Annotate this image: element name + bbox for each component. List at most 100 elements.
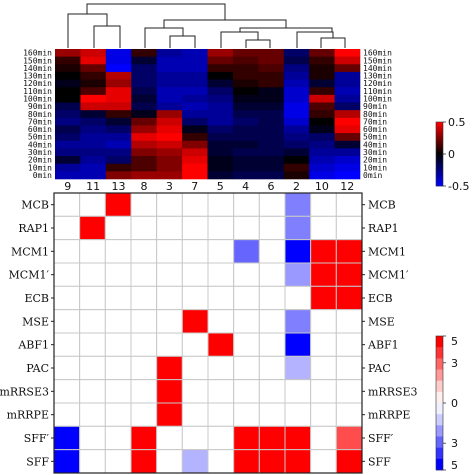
expression-cell [232, 71, 259, 80]
expression-cell [309, 163, 335, 172]
motif-cell [53, 449, 81, 474]
motif-cell [335, 355, 363, 381]
motif-cell [130, 379, 158, 404]
motif-cell [207, 402, 235, 427]
expression-cell [309, 171, 335, 180]
colorbar-swatch [436, 173, 443, 176]
motif-cell [130, 192, 158, 217]
time-label: 90min [363, 102, 387, 111]
expression-cell [309, 87, 335, 96]
expression-cell [131, 49, 157, 57]
expression-cell [283, 71, 310, 80]
expression-cell [80, 79, 107, 88]
expression-cell [131, 117, 157, 126]
expression-cell [207, 171, 234, 180]
expression-cell [55, 102, 81, 111]
expression-cell [207, 56, 234, 65]
expression-cell [334, 71, 361, 80]
colorbar-swatch [436, 149, 443, 152]
motif-cell [233, 215, 260, 241]
motif-cell [310, 355, 337, 381]
expression-cell [309, 49, 335, 57]
expression-cell [309, 125, 335, 134]
expression-cell [334, 79, 361, 88]
expression-cell [55, 148, 81, 157]
motif-cell [181, 379, 209, 404]
motif-cell [258, 449, 286, 474]
motif-cell [284, 332, 312, 357]
motif-cell [181, 192, 209, 217]
motif-cell [258, 425, 286, 451]
expression-cell [309, 56, 335, 65]
expression-cell [182, 148, 208, 157]
expression-cell [283, 79, 310, 88]
colorbar-tick-label: 0 [451, 397, 458, 410]
motif-cell [53, 425, 81, 451]
time-labels-left: 160min150min140min130min120min110min100m… [23, 49, 52, 180]
time-label: 80min [363, 110, 387, 119]
motif-label: mRRPE [368, 409, 410, 422]
motif-cell [181, 215, 209, 241]
expression-cell [182, 156, 208, 165]
motif-cell [156, 402, 183, 427]
expression-cell [80, 64, 107, 73]
time-label: 110min [23, 87, 52, 96]
expression-cell [156, 79, 183, 88]
expression-cell [258, 117, 285, 126]
expression-cell [156, 64, 183, 73]
motif-cell [258, 239, 286, 264]
motif-cell [284, 239, 312, 264]
colorbar-tick-label: 0.5 [448, 116, 466, 129]
expression-cell [258, 79, 285, 88]
expression-cell [55, 87, 81, 96]
expression-cell [207, 49, 234, 57]
expression-cell [182, 163, 208, 172]
colorbar-swatch [436, 347, 443, 359]
colorbar-swatch [436, 142, 443, 145]
expression-cell [232, 133, 259, 142]
expression-cell [334, 64, 361, 73]
time-label: 50min [28, 133, 52, 142]
motif-cell [335, 309, 363, 334]
expression-cell [182, 79, 208, 88]
motif-cell [233, 309, 260, 334]
colorbar-swatch [436, 168, 443, 171]
colorbar-swatch [436, 138, 443, 140]
expression-cell [55, 125, 81, 134]
motif-cell [156, 192, 183, 217]
motif-cell [130, 449, 158, 474]
expression-cell [131, 102, 157, 111]
expression-cell [207, 64, 234, 73]
cluster-label: 4 [242, 180, 249, 193]
motif-label: RAP1 [368, 222, 399, 235]
expression-cell [232, 56, 259, 65]
colorbar-swatch [436, 184, 443, 187]
colorbar-swatch [436, 163, 443, 166]
expression-cell [156, 71, 183, 80]
expression-cell [232, 64, 259, 73]
motif-label: PAC [368, 362, 391, 375]
motif-cell [130, 355, 158, 381]
motif-cell [207, 262, 235, 287]
expression-cell [156, 163, 183, 172]
expression-cell [283, 156, 310, 165]
colorbar-swatch [436, 144, 443, 147]
expression-cell [55, 110, 81, 119]
colorbar-swatch [436, 171, 443, 174]
motif-cell [233, 379, 260, 404]
expression-cell [309, 94, 335, 103]
motif-cell [181, 355, 209, 381]
motif-cell [335, 332, 363, 357]
colorbar-swatch [436, 414, 443, 426]
colorbar-swatch [436, 358, 443, 370]
colorbar-swatch [436, 125, 443, 128]
motif-label: MCB [21, 199, 49, 212]
time-label: 130min [363, 72, 392, 81]
motif-cell [335, 239, 363, 264]
motif-cell [284, 309, 312, 334]
expression-cell [182, 64, 208, 73]
motif-cell [233, 262, 260, 287]
expression-cell [283, 133, 310, 142]
motif-cell [79, 402, 106, 427]
